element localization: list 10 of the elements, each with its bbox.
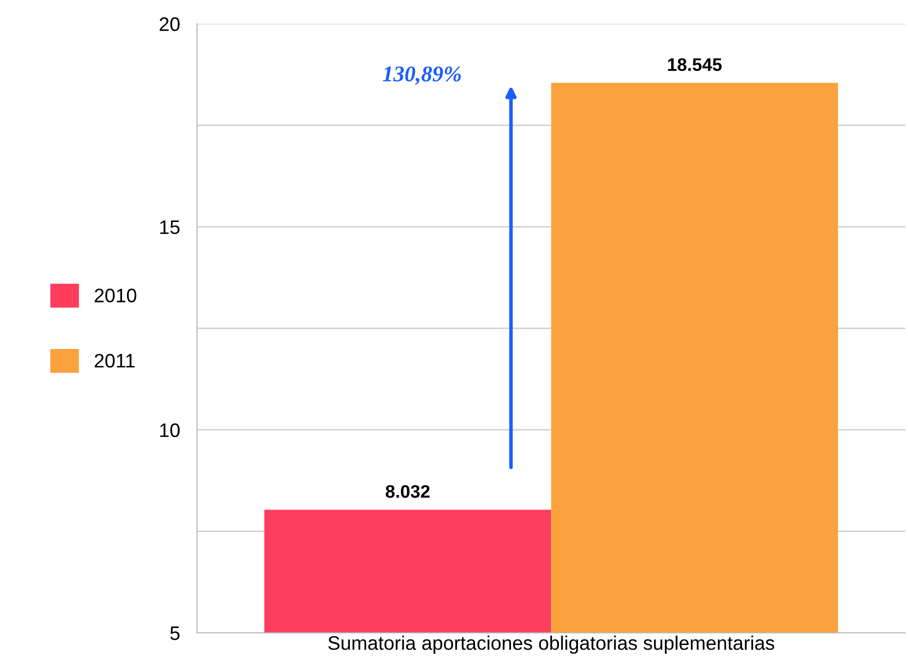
data-label: 8.032 xyxy=(386,485,430,498)
legend-label: 2011 xyxy=(94,354,135,368)
annotation: 130,89% xyxy=(382,66,461,85)
x-tick-label: Sumatoria aportaciones obligatorias suplementarias xyxy=(328,636,774,654)
data-label: 18.545 xyxy=(668,58,722,72)
y-tick-label: 20 xyxy=(160,17,180,32)
y-tick-label: 10 xyxy=(160,423,180,438)
legend-label: 2010 xyxy=(94,288,136,302)
y-tick-label: 15 xyxy=(160,220,180,234)
y-tick-label: 5 xyxy=(170,626,180,640)
